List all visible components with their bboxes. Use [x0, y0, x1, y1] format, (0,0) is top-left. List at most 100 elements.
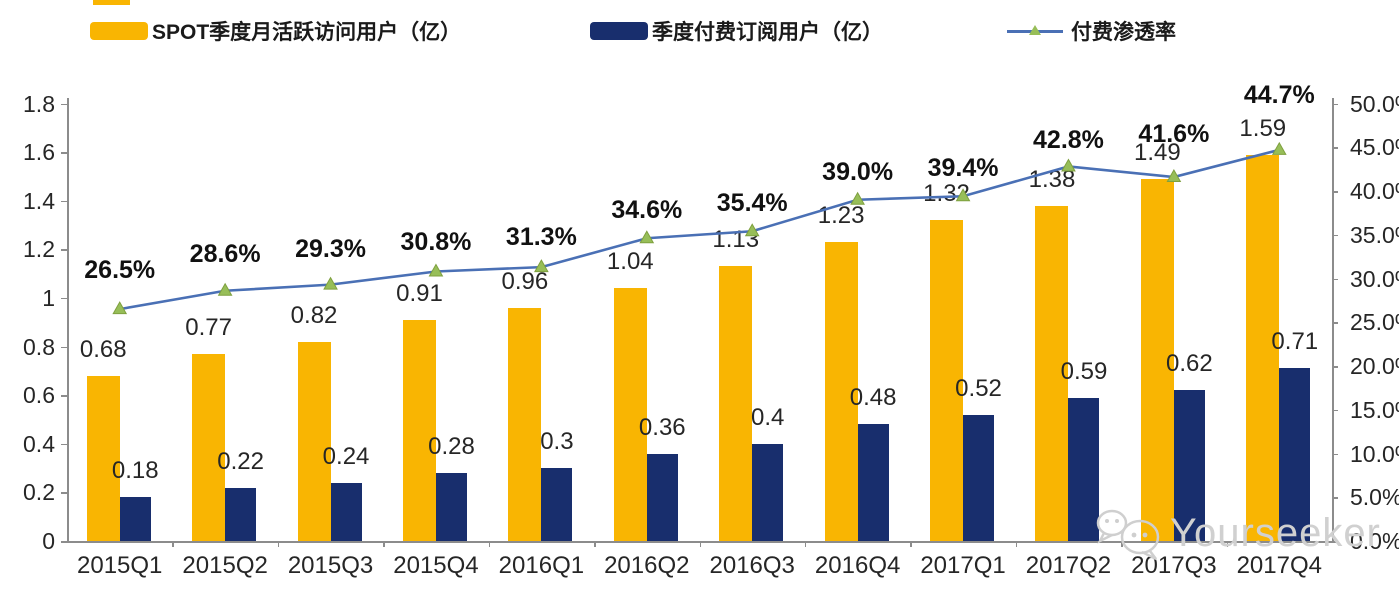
bar-mau	[508, 307, 542, 541]
x-axis-label: 2015Q2	[182, 552, 268, 579]
bar-mau-label: 0.82	[290, 301, 338, 329]
legend-item-penetration: 付费渗透率	[1007, 19, 1176, 44]
right-axis-label: 40.0%	[1350, 178, 1399, 204]
x-axis-tick	[277, 541, 280, 547]
top-partial-element	[93, 0, 130, 5]
penetration-label: 34.6%	[611, 196, 683, 225]
penetration-label: 28.6%	[189, 239, 261, 268]
bar-mau-label: 0.77	[185, 313, 232, 341]
right-axis-tick	[1332, 541, 1338, 543]
left-axis-tick	[61, 541, 67, 543]
bar-subs	[435, 472, 467, 541]
bar-mau-label: 1.59	[1239, 114, 1287, 142]
x-axis-label: 2015Q3	[287, 552, 374, 579]
left-axis-label: 0.2	[23, 479, 55, 506]
left-axis-label: 0	[42, 528, 55, 554]
wechat-icon	[1096, 509, 1160, 561]
x-axis-tick	[1121, 541, 1123, 547]
penetration-label: 39.4%	[927, 154, 999, 183]
x-axis-label: 2016Q3	[709, 552, 795, 579]
bar-mau-label: 1.32	[923, 180, 970, 208]
left-axis-label: 0.8	[23, 333, 55, 360]
subs-legend-label: 季度付费订阅用户（亿）	[652, 21, 883, 44]
bar-mau-label: 1.23	[817, 202, 865, 230]
bar-subs-label: 0.36	[638, 413, 686, 441]
bar-subs	[646, 453, 678, 541]
bar-mau-label: 0.96	[501, 267, 549, 295]
right-axis-tick	[1332, 322, 1338, 324]
bar-mau	[297, 341, 331, 541]
bar-mau-label: 0.68	[79, 335, 127, 363]
right-axis-tick	[1332, 453, 1338, 455]
right-axis-tick	[1332, 234, 1338, 237]
penetration-label: 39.0%	[822, 157, 894, 186]
x-axis-tick	[910, 541, 912, 547]
left-axis-tick	[61, 443, 67, 446]
mau-legend-label: SPOT季度月活跃访问用户（亿）	[152, 21, 462, 44]
left-axis-line	[67, 98, 69, 541]
x-axis-label: 2016Q1	[498, 552, 585, 579]
right-axis-label: 35.0%	[1350, 221, 1399, 248]
penetration-legend-label: 付费渗透率	[1071, 21, 1176, 44]
right-axis-label: 10.0%	[1350, 440, 1399, 467]
right-axis-tick	[1332, 366, 1338, 368]
bar-subs-label: 0.22	[217, 447, 264, 475]
bar-subs	[225, 487, 257, 541]
penetration-label: 35.4%	[716, 189, 788, 218]
bar-mau-label: 0.91	[396, 279, 443, 307]
bar-subs-label: 0.71	[1271, 328, 1319, 356]
legend-item-subs: 季度付费订阅用户（亿）	[590, 19, 883, 44]
line-marker-legend-swatch	[1007, 23, 1063, 39]
right-axis-label: 0.0%	[1350, 528, 1399, 554]
bar-mau	[402, 319, 436, 541]
left-axis-label: 0.6	[23, 382, 55, 409]
penetration-label: 41.6%	[1138, 120, 1210, 148]
left-axis-tick	[61, 103, 67, 105]
x-axis-tick	[699, 541, 701, 547]
x-axis-label: 2015Q4	[393, 552, 479, 579]
bar-subs	[752, 443, 784, 541]
mau-legend-swatch	[90, 22, 148, 40]
triangle-marker-icon	[323, 276, 338, 290]
penetration-label: 26.5%	[84, 256, 156, 285]
bar-mau-label: 1.04	[606, 248, 654, 276]
bar-mau-label: 1.13	[712, 226, 760, 254]
legend-item-mau: SPOT季度月活跃访问用户（亿）	[90, 19, 462, 44]
left-axis-label: 0.4	[23, 430, 55, 457]
penetration-label: 42.8%	[1033, 125, 1104, 154]
x-axis-label: 2017Q4	[1236, 552, 1322, 579]
left-axis-tick	[61, 395, 67, 397]
triangle-marker-icon	[428, 263, 444, 277]
bar-subs	[119, 497, 151, 541]
bar-subs	[541, 468, 573, 541]
x-axis-label: 2016Q4	[814, 552, 901, 579]
bar-subs	[963, 414, 995, 541]
bar-mau	[86, 375, 120, 541]
bar-subs-label: 0.59	[1060, 357, 1108, 385]
penetration-line	[119, 148, 1280, 311]
right-axis-tick	[1332, 103, 1338, 105]
x-axis-tick	[172, 541, 174, 547]
left-axis-label: 1.4	[23, 187, 55, 214]
bar-subs-label: 0.52	[955, 374, 1002, 402]
x-axis-tick	[804, 541, 807, 547]
x-axis-tick	[488, 541, 491, 547]
bar-subs	[1068, 397, 1100, 541]
left-axis-label: 1.8	[23, 90, 55, 117]
left-axis-tick	[61, 200, 67, 203]
bar-subs-label: 0.24	[322, 442, 370, 470]
bar-subs-label: 0.48	[849, 384, 897, 412]
watermark: Yourseeker	[1090, 505, 1381, 561]
subs-legend-swatch	[590, 22, 648, 40]
bar-subs	[1173, 390, 1205, 541]
right-axis-label: 30.0%	[1350, 265, 1399, 292]
watermark-text: Yourseeker	[1170, 510, 1381, 555]
right-axis-label: 25.0%	[1350, 309, 1399, 336]
x-axis-label: 2016Q2	[604, 552, 690, 579]
bar-subs-label: 0.18	[111, 457, 159, 485]
x-axis-label: 2015Q1	[77, 552, 163, 579]
triangle-marker-icon	[1029, 25, 1041, 35]
bar-mau	[613, 288, 647, 541]
left-axis-label: 1.6	[23, 139, 55, 166]
